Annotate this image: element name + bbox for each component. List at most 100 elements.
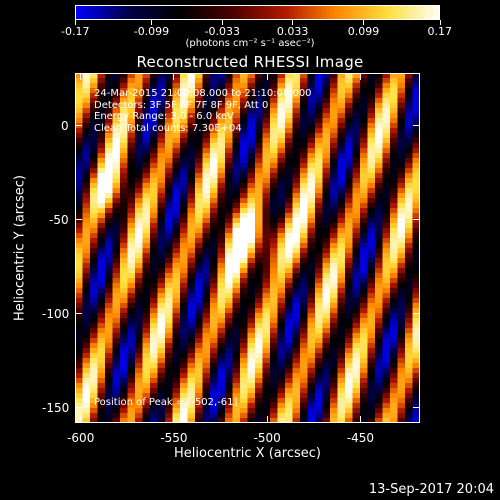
heatmap-cell [97, 313, 106, 319]
heatmap-cell [322, 383, 331, 389]
heatmap-cell [210, 313, 218, 319]
heatmap-cell [322, 268, 331, 274]
heatmap-cell [172, 393, 181, 399]
heatmap-cell [90, 293, 98, 299]
heatmap-cell [97, 343, 106, 349]
heatmap-cell [412, 253, 420, 259]
heatmap-cell [382, 353, 391, 359]
colorbar [75, 5, 440, 20]
heatmap-cell [277, 98, 286, 104]
heatmap-cell [397, 353, 406, 359]
heatmap-cell [390, 148, 398, 154]
heatmap-cell [300, 393, 308, 399]
heatmap-cell [127, 233, 136, 239]
heatmap-cell [270, 368, 278, 374]
heatmap-cell [352, 283, 361, 289]
heatmap-cell [405, 288, 413, 294]
heatmap-cell [292, 253, 301, 259]
heatmap-cell [277, 393, 286, 399]
heatmap-cell [180, 113, 188, 119]
heatmap-cell [367, 208, 376, 214]
heatmap-cell [105, 128, 113, 134]
heatmap-cell [105, 103, 113, 109]
heatmap-cell [225, 78, 233, 84]
heatmap-cell [120, 283, 128, 289]
heatmap-cell [262, 283, 271, 289]
heatmap-cell [135, 253, 143, 259]
peak-position-annotation: Position of Peak = [-502,-61] [94, 397, 238, 408]
heatmap-cell [397, 358, 406, 364]
heatmap-cell [322, 138, 331, 144]
heatmap-cell [120, 333, 128, 339]
heatmap-cell [112, 98, 121, 104]
heatmap-cell [255, 108, 263, 114]
heatmap-cell [352, 98, 361, 104]
heatmap-cell [202, 193, 211, 199]
time-range-annotation: 24-Mar-2015 21:00:08.000 to 21:10:08.000 [94, 88, 312, 99]
heatmap-cell [90, 333, 98, 339]
heatmap-cell [202, 408, 211, 414]
heatmap-cell [172, 128, 181, 134]
heatmap-cell [127, 368, 136, 374]
heatmap-cell [360, 278, 368, 284]
heatmap-cell [390, 383, 398, 389]
heatmap-cell [120, 343, 128, 349]
heatmap-cell [135, 243, 143, 249]
heatmap-cell [345, 308, 353, 314]
heatmap-cell [180, 218, 188, 224]
heatmap-cell [367, 243, 376, 249]
heatmap-cell [232, 333, 241, 339]
heatmap-cell [315, 288, 323, 294]
heatmap-cell [210, 223, 218, 229]
heatmap-cell [262, 173, 271, 179]
heatmap-cell [150, 408, 158, 414]
heatmap-cell [165, 388, 173, 394]
heatmap-cell [337, 103, 346, 109]
heatmap-cell [97, 178, 106, 184]
heatmap-cell [150, 138, 158, 144]
heatmap-cell [232, 198, 241, 204]
heatmap-cell [112, 403, 121, 409]
heatmap-cell [82, 128, 91, 134]
heatmap-cell [345, 138, 353, 144]
heatmap-cell [97, 293, 106, 299]
heatmap-cell [262, 198, 271, 204]
heatmap-cell [382, 288, 391, 294]
heatmap-cell [210, 338, 218, 344]
heatmap-cell [90, 188, 98, 194]
heatmap-cell [232, 383, 241, 389]
heatmap-cell [210, 243, 218, 249]
heatmap-cell [225, 293, 233, 299]
heatmap-cell [255, 383, 263, 389]
heatmap-cell [322, 358, 331, 364]
heatmap-cell [397, 113, 406, 119]
heatmap-cell [210, 383, 218, 389]
heatmap-cell [82, 243, 91, 249]
heatmap-cell [367, 393, 376, 399]
heatmap-cell [75, 393, 83, 399]
heatmap-cell [195, 223, 203, 229]
heatmap-cell [277, 288, 286, 294]
heatmap-cell [270, 358, 278, 364]
heatmap-cell [142, 288, 151, 294]
heatmap-cell [307, 358, 316, 364]
heatmap-cell [217, 363, 226, 369]
heatmap-cell [345, 243, 353, 249]
heatmap-cell [412, 293, 420, 299]
heatmap-cell [262, 193, 271, 199]
heatmap-cell [337, 243, 346, 249]
heatmap-cell [345, 333, 353, 339]
heatmap-cell [217, 178, 226, 184]
heatmap-cell [270, 228, 278, 234]
heatmap-cell [195, 318, 203, 324]
heatmap-cell [345, 143, 353, 149]
heatmap-cell [360, 168, 368, 174]
heatmap-cell [367, 168, 376, 174]
heatmap-cell [262, 233, 271, 239]
heatmap-cell [255, 313, 263, 319]
heatmap-cell [255, 258, 263, 264]
heatmap-cell [330, 338, 338, 344]
heatmap-cell [240, 388, 248, 394]
heatmap-cell [360, 233, 368, 239]
colorbar-tick [150, 20, 152, 25]
